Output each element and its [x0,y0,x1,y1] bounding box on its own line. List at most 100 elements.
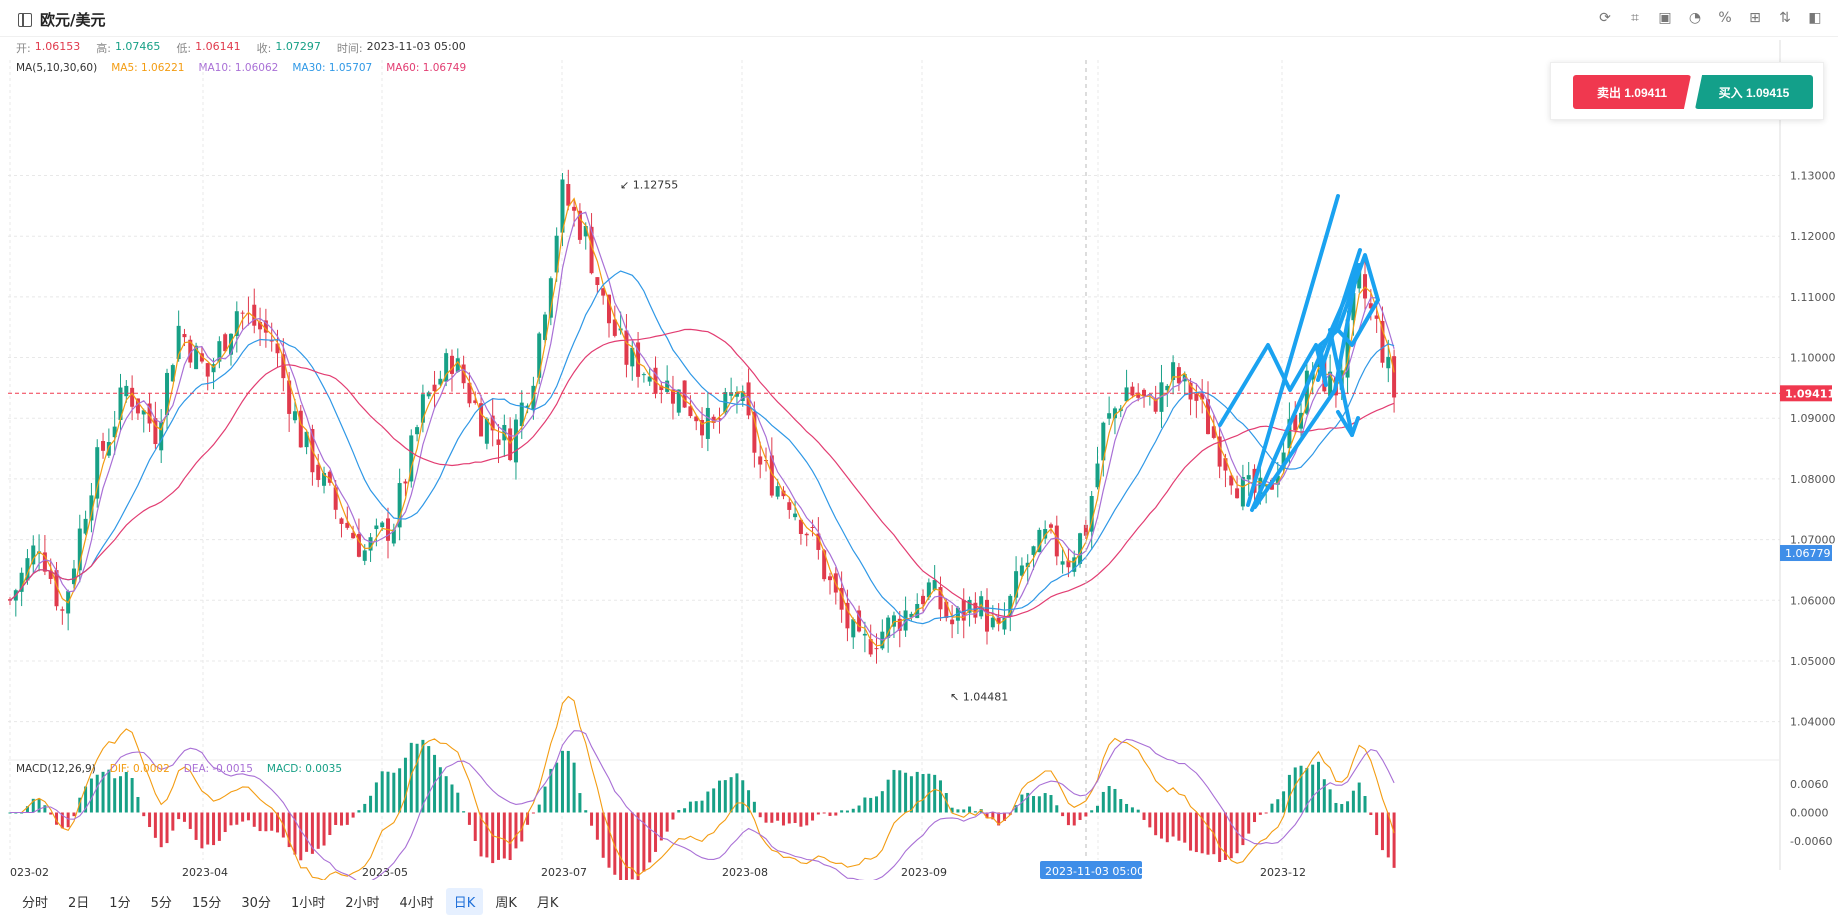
image-icon[interactable]: ▣ [1658,10,1672,26]
ma30-line [9,270,1395,625]
tab-daily[interactable]: 日K [445,888,484,915]
macd-bar [973,811,977,813]
macd-bar [264,812,268,832]
candle-body [665,380,670,392]
candle-body [752,411,757,453]
macd-tick-label: 0.0060 [1790,778,1829,791]
macd-bar [1357,782,1361,813]
macd-bar [851,808,855,813]
macd-bar [1299,765,1303,813]
draw-icon[interactable]: ⌗ [1631,10,1639,26]
candle-body [816,533,821,550]
macd-bar [886,779,890,813]
y-tick-label: 1.11000 [1790,291,1836,304]
macd-bar [101,771,105,813]
macd-title: MACD(12,26,9) [16,763,96,775]
candle-body [182,334,187,338]
crosshair-price-tag [1780,545,1832,562]
macd-bar [688,801,692,813]
macd-bar [1061,812,1065,817]
macd-bar [1311,764,1315,813]
macd-bar [1159,812,1163,839]
pie-icon[interactable]: ◔ [1688,10,1702,26]
macd-bar [43,805,47,813]
tab-30min[interactable]: 30分 [241,896,271,911]
tab-2hour[interactable]: 2小时 [345,896,380,911]
candle-body [426,392,431,397]
tab-weekly[interactable]: 周K [495,896,517,911]
high-marker: ↙ 1.12755 [620,178,678,191]
candle-body [246,313,251,315]
y-tick-label: 1.10000 [1790,352,1836,365]
candle-body [612,319,617,336]
macd-bar [345,812,349,825]
candle-body [403,481,408,484]
candle-body [1345,319,1350,378]
macd-bar [1113,788,1117,813]
tab-1hour[interactable]: 1小时 [290,896,326,911]
macd-bar [985,812,989,819]
annotation-channel-upper [1246,194,1340,507]
candle-body [729,392,734,396]
x-tick-label: 2023-08 [722,866,768,879]
candle-body [176,325,181,360]
macd-bar [752,801,756,813]
macd-dea: DEA: -0.0015 [183,763,253,775]
y-tick-label: 1.12000 [1790,230,1836,243]
candle-body [543,314,548,340]
candle-body [554,235,559,273]
buy-button[interactable]: 买入 1.09415 [1695,75,1813,109]
macd-bar [962,809,966,813]
candle-body [1107,413,1112,419]
macd-legend: MACD(12,26,9) DIF: 0.0002 DEA: -0.0015 M… [16,763,342,775]
macd-bar [944,793,948,813]
percent-icon[interactable]: % [1718,10,1732,26]
macd-bar [508,812,512,861]
sell-button[interactable]: 卖出 1.09411 [1573,75,1691,109]
price-chart[interactable]: 1.13000 1.12000 1.11000 1.10000 1.09000 1.080… [0,0,1838,880]
tab-monthly[interactable]: 月K [536,896,559,911]
candle-body [484,418,489,444]
macd-value: MACD: 0.0035 [266,763,342,775]
macd-bar [1293,767,1297,813]
tab-1min[interactable]: 1分 [109,896,131,911]
candle-body [1258,477,1263,495]
tab-timeshare[interactable]: 分时 [22,896,49,911]
macd-bar [607,812,611,868]
macd-bar [1049,795,1053,813]
candle-body [688,406,693,417]
compare-icon[interactable]: ⇅ [1779,10,1791,26]
macd-bar [793,812,797,823]
crosshair-price-label: 1.06779 [1785,547,1831,560]
tab-4hour[interactable]: 4小时 [399,896,434,911]
candle-body [990,617,995,628]
macd-bar [1200,812,1204,854]
candle-body [1194,393,1199,401]
macd-bar [78,797,82,813]
layout-icon[interactable]: ◧ [1808,10,1822,26]
macd-bar [828,812,832,816]
macd-bar [322,812,326,846]
tab-15min[interactable]: 15分 [191,896,222,911]
candle-body [1205,399,1210,435]
candle-body [1171,362,1176,381]
grid-icon[interactable]: ⊞ [1749,10,1761,26]
macd-bar [66,812,70,828]
candle-body [153,418,158,445]
macd-bar [363,803,367,813]
refresh-icon[interactable]: ⟳ [1599,10,1611,26]
sidebar-toggle-icon[interactable] [18,12,32,27]
tab-5min[interactable]: 5分 [150,896,172,911]
candle-body [1200,393,1205,400]
candle-body [1304,370,1309,414]
candle-body [397,483,402,528]
tab-2day[interactable]: 2日 [68,896,90,911]
candle-body [351,532,356,539]
candle-body [467,382,472,404]
candle-body [1281,452,1286,469]
candle-body [19,572,24,592]
macd-bar [875,796,879,813]
candle-body [77,528,82,571]
macd-bar [1229,812,1233,859]
